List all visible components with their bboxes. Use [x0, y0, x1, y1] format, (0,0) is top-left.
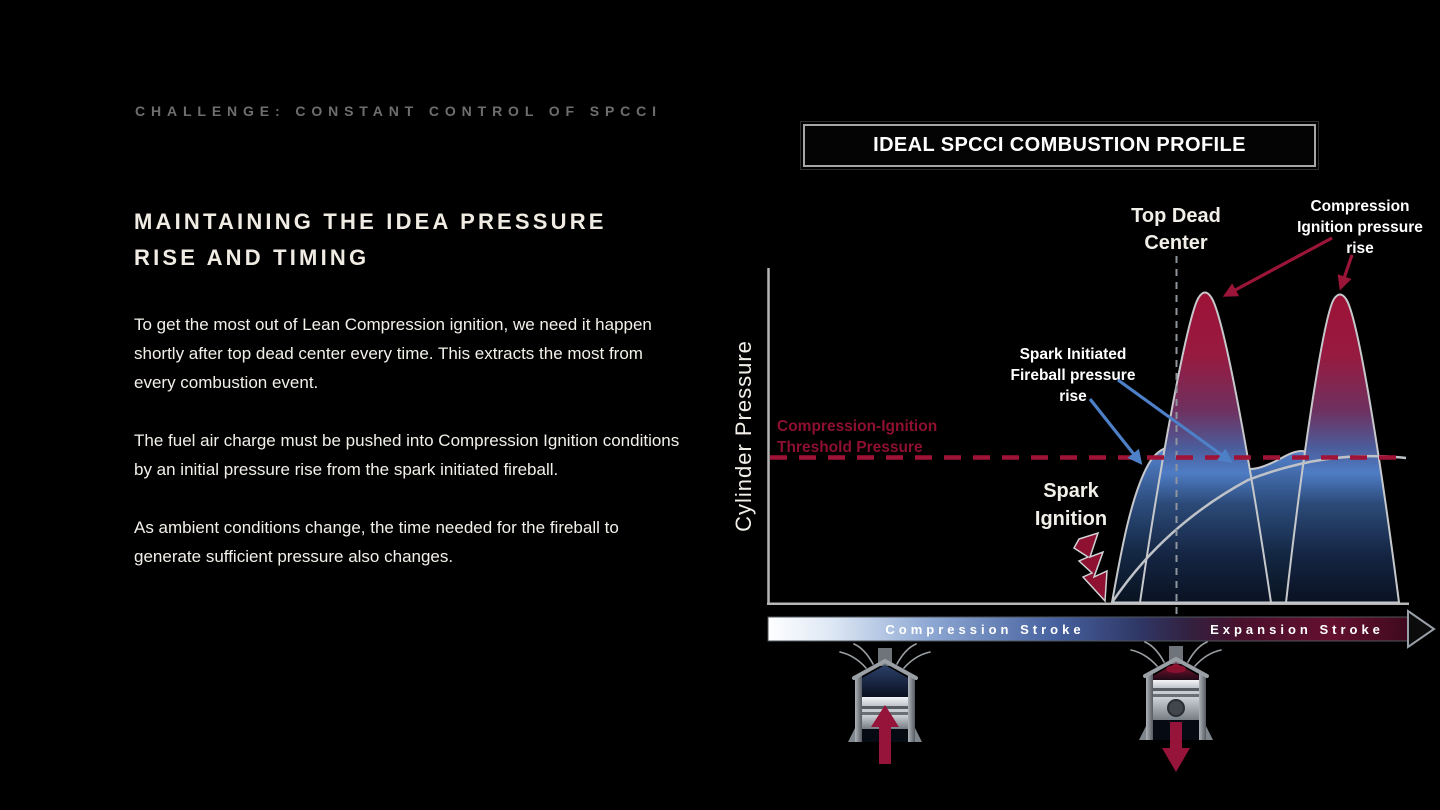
combustion-flame — [1166, 665, 1186, 673]
threshold-label-line-1: Compression-Ignition — [777, 418, 937, 435]
stroke-bar-arrowhead-icon — [1407, 609, 1436, 649]
cylinder-wall — [1146, 674, 1153, 740]
combustion-profile-chart: Cylinder Pressure Top Dead Center Compre… — [731, 198, 1436, 772]
stroke-axis-bar: Compression Stroke Expansion Stroke — [767, 609, 1436, 649]
lightning-bolt-icon — [1073, 531, 1108, 603]
piston-expansion-icon — [1130, 641, 1222, 772]
ci-rise-label-line-1: Compression — [1310, 198, 1409, 215]
piston-crown — [862, 697, 908, 706]
expansion-stroke-label: Expansion Stroke — [1210, 622, 1384, 637]
fireball-label-line-2: Fireball pressure — [1011, 367, 1136, 384]
spark-label-line-1: Spark — [1043, 480, 1099, 502]
y-axis-label: Cylinder Pressure — [731, 340, 756, 532]
page-title: MAINTAINING THE IDEA PRESSURE RISE AND T… — [134, 204, 607, 276]
blue-arrow-1 — [1088, 398, 1143, 465]
fireball-label-line-1: Spark Initiated — [1020, 346, 1127, 363]
up-arrow-icon — [871, 705, 899, 764]
cylinder-roof — [1143, 656, 1209, 678]
chart-title-box: IDEAL SPCCI COMBUSTION PROFILE — [803, 124, 1316, 167]
paragraph-2: The fuel air charge must be pushed into … — [134, 431, 680, 479]
tdc-label-line-1: Top Dead — [1131, 205, 1221, 227]
wall-flare — [915, 728, 922, 742]
ci-peak-2 — [1284, 293, 1401, 604]
valve-lines — [1130, 641, 1222, 667]
cylinder-wall — [855, 676, 862, 742]
paragraph-3: As ambient conditions change, the time n… — [134, 518, 619, 566]
ci-rise-label-line-3: rise — [1346, 240, 1374, 257]
piston-ring — [1153, 691, 1199, 694]
cylinder-roof — [852, 658, 918, 680]
cylinder-wall — [908, 676, 915, 742]
down-arrow-icon — [1162, 722, 1190, 772]
tdc-label-line-2: Center — [1144, 232, 1208, 254]
spark-label-line-2: Ignition — [1035, 508, 1107, 530]
kicker-heading: CHALLENGE: CONSTANT CONTROL OF SPCCI — [135, 103, 662, 119]
piston-compression-icon — [839, 643, 931, 764]
wall-flare — [848, 728, 855, 742]
body-text: To get the most out of Lean Compression … — [134, 310, 682, 600]
chamber-gas — [862, 665, 908, 697]
wall-flare — [1206, 726, 1213, 740]
stroke-gradient-bar — [767, 616, 1409, 642]
piston-crown — [1153, 680, 1199, 688]
blue-arrow-2 — [1117, 378, 1233, 464]
ci-peak-1 — [1138, 291, 1273, 604]
piston-ring — [1153, 694, 1199, 697]
wrist-pin — [1167, 699, 1185, 717]
compression-stroke-label: Compression Stroke — [885, 622, 1084, 637]
threshold-label-line-2: Threshold Pressure — [777, 439, 923, 456]
crimson-arrow-2 — [1337, 254, 1354, 291]
paragraph-1: To get the most out of Lean Compression … — [134, 315, 652, 392]
cylinder-wall — [1199, 674, 1206, 740]
chart-title: IDEAL SPCCI COMBUSTION PROFILE — [873, 134, 1246, 156]
wall-flare — [1139, 726, 1146, 740]
piston-ring — [1153, 688, 1199, 691]
fireball-label-line-3: rise — [1059, 388, 1087, 405]
valve-lines — [839, 643, 931, 669]
page-title-line-2: RISE AND TIMING — [134, 245, 370, 270]
ci-rise-label-line-2: Ignition pressure — [1297, 219, 1423, 236]
crimson-arrow-1 — [1222, 236, 1333, 297]
page-title-line-1: MAINTAINING THE IDEA PRESSURE — [134, 209, 607, 234]
